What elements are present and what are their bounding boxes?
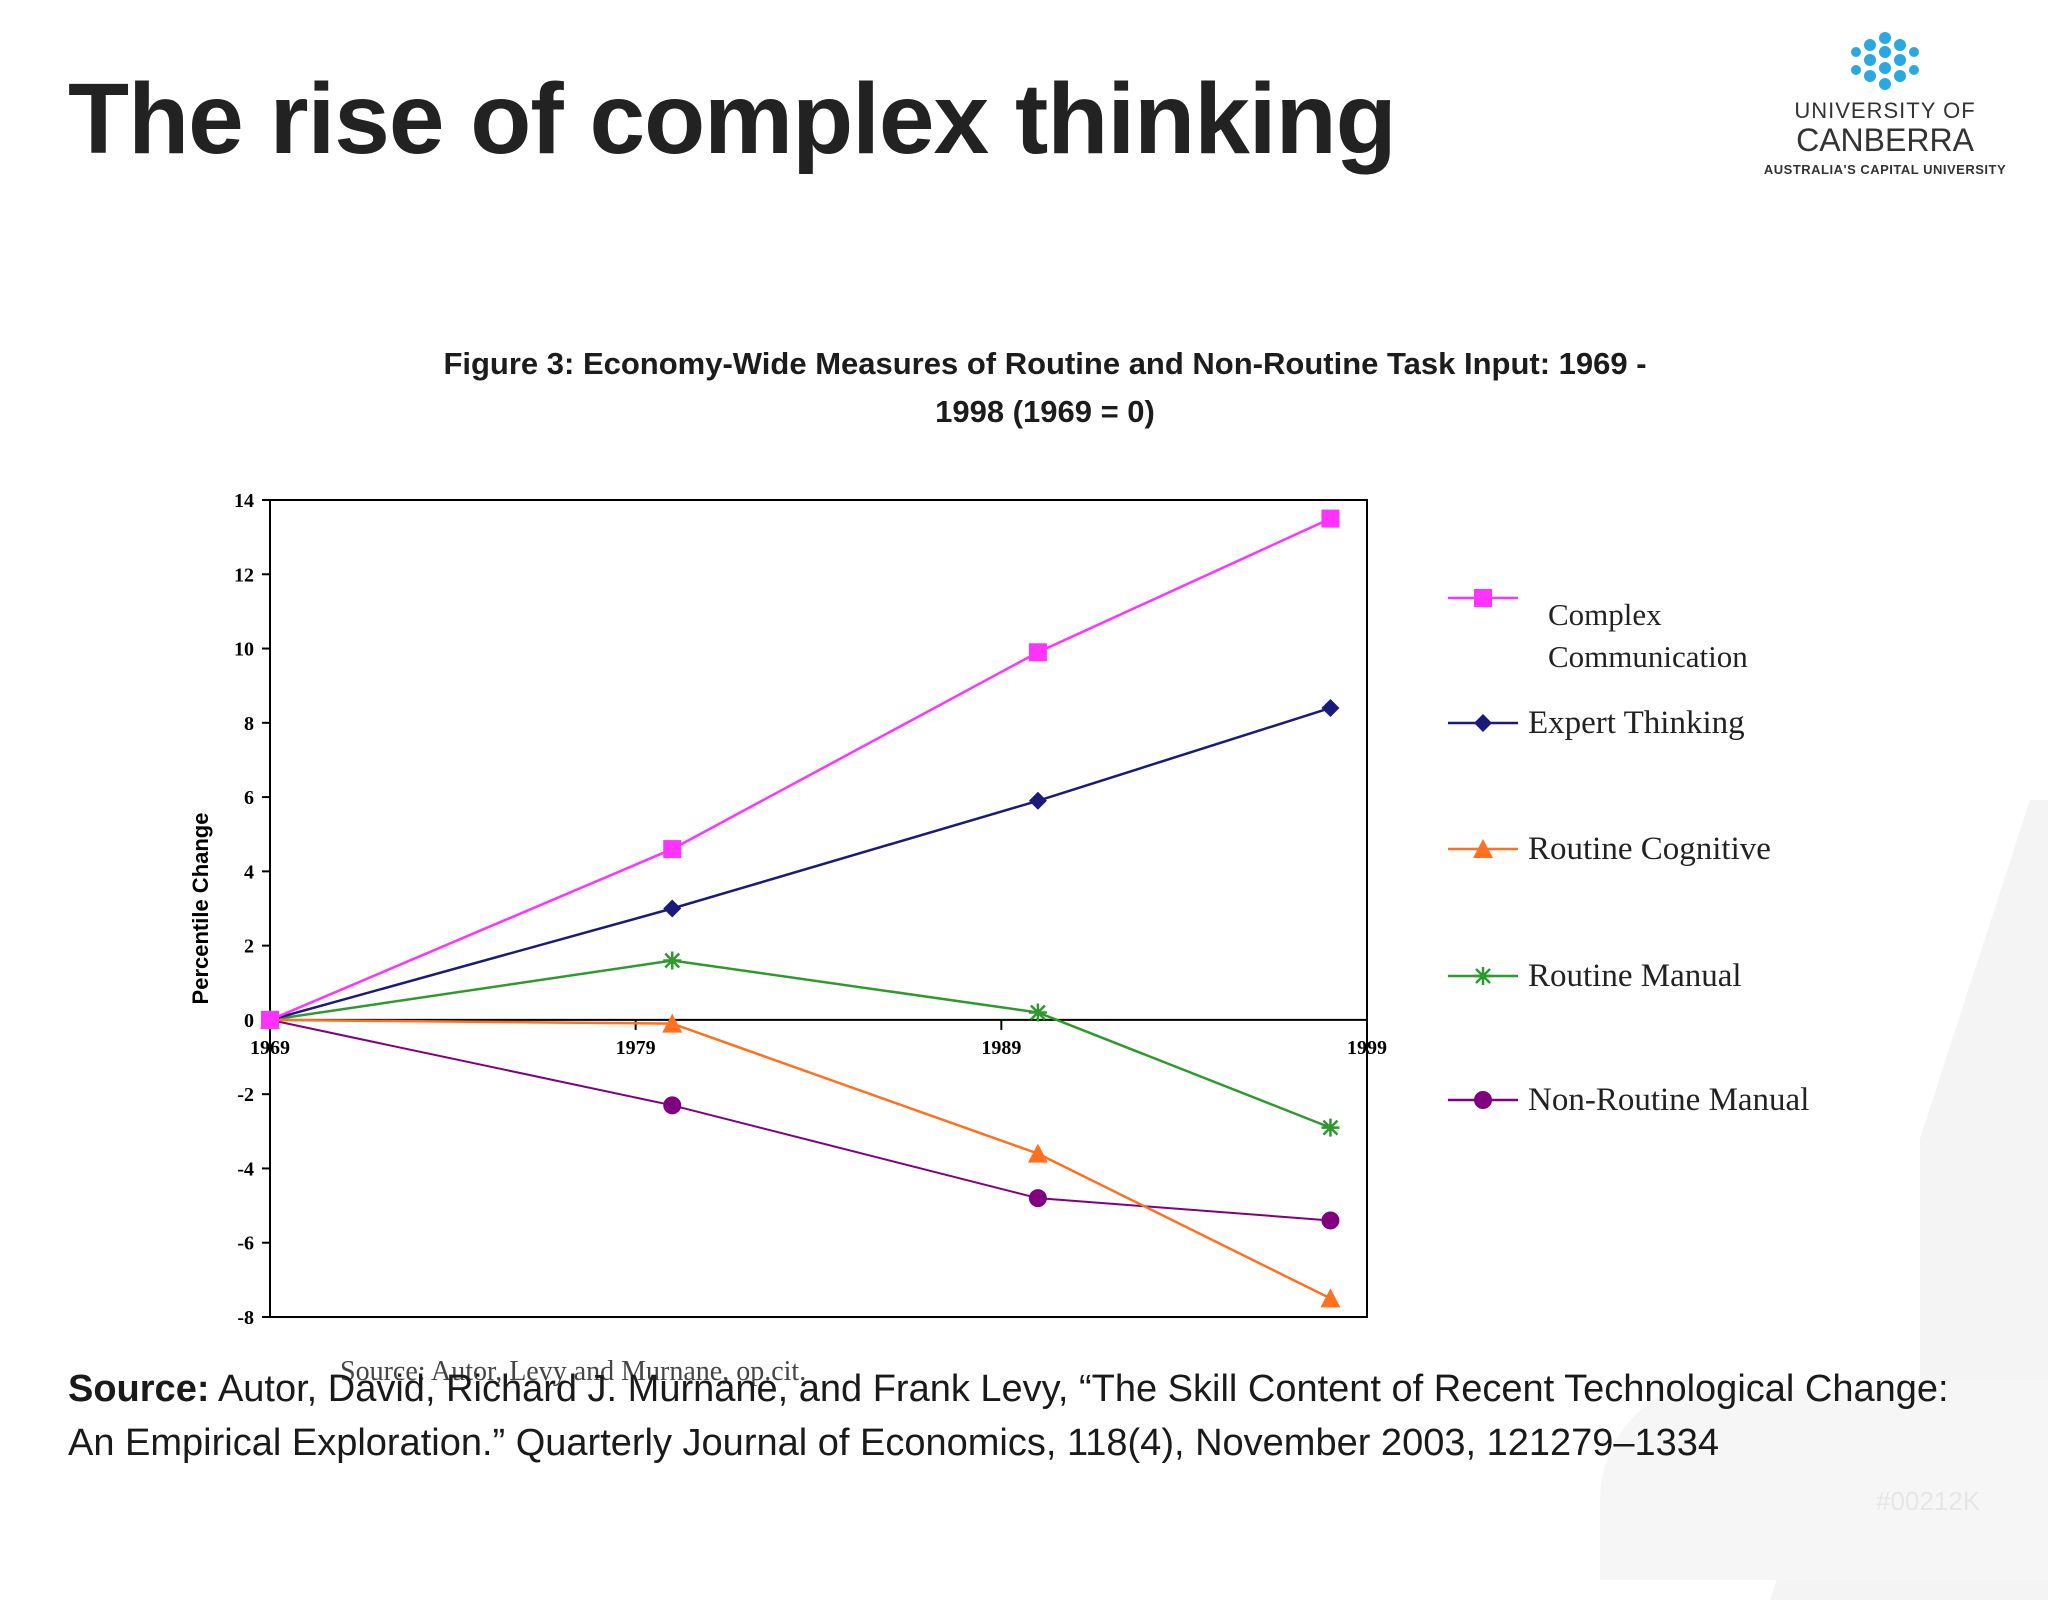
snowflake-logo-icon [1851, 32, 1919, 90]
data-point [1321, 698, 1340, 717]
plot-frame [269, 499, 1368, 1318]
data-point [1028, 1189, 1047, 1208]
chart-title: Figure 3: Economy-Wide Measures of Routi… [170, 340, 1920, 436]
series-line [269, 706, 1331, 1022]
legend-marker [1474, 967, 1492, 985]
y-tick-label: 2 [244, 936, 254, 958]
y-tick-label: 8 [244, 713, 254, 735]
legend-label: Routine Manual [1528, 958, 1742, 994]
legend-entry: Non-Routine Manual [1448, 1082, 1809, 1118]
legend-label-line: Complex [1548, 597, 1662, 632]
series-non-routine-manual [261, 1010, 1340, 1230]
y-axis-label: Percentile Change [188, 813, 213, 1005]
data-point [1320, 1288, 1341, 1308]
data-point [1027, 1143, 1048, 1163]
legend-label-line: Communication [1548, 639, 1748, 674]
legend-marker [1474, 1091, 1492, 1109]
data-point [1028, 1003, 1047, 1022]
series-line [269, 517, 1331, 1022]
data-point [1321, 1118, 1340, 1137]
data-point [1028, 643, 1047, 662]
series-line [269, 1018, 1331, 1300]
series-line [269, 959, 1331, 1129]
chart-title-line-1: Figure 3: Economy-Wide Measures of Routi… [443, 346, 1647, 381]
legend-entry: Expert Thinking [1448, 705, 1745, 741]
y-tick-label: 12 [234, 564, 254, 586]
y-tick-label: -4 [237, 1158, 254, 1180]
data-point [663, 1096, 682, 1115]
legend-marker [1474, 589, 1492, 607]
legend-label: Routine Cognitive [1528, 831, 1771, 867]
chart-figure: Figure 3: Economy-Wide Measures of Routi… [170, 340, 1920, 1390]
data-point [1321, 509, 1340, 528]
legend-marker [1473, 839, 1493, 858]
x-tick-label: 1999 [1347, 1037, 1387, 1059]
logo-line-university: UNIVERSITY OF [1794, 98, 1976, 123]
y-tick-label: 6 [244, 787, 254, 809]
series-line [269, 1018, 1331, 1222]
chart-title-line-2: 1998 (1969 = 0) [935, 394, 1155, 429]
watermark: #00212K [1876, 1486, 1981, 1516]
y-tick-label: -6 [237, 1233, 254, 1255]
source-label: Source: [68, 1368, 210, 1410]
y-tick-label: 10 [234, 639, 254, 661]
x-tick-label: 1969 [250, 1037, 290, 1059]
line-chart: 14 12 10 8 6 4 2 0 -2 -4 -6 -8 1969 1979 1989 1999 Perce… [188, 490, 1809, 1387]
legend-marker [1474, 714, 1492, 732]
logo-line-canberra: CANBERRA [1796, 122, 1974, 158]
x-tick-label: 1989 [981, 1037, 1021, 1059]
data-point [1028, 791, 1047, 810]
source-text: Autor, David, Richard J. Murnane, and Fr… [68, 1368, 1949, 1464]
data-point [1321, 1211, 1340, 1230]
y-tick-label: 14 [234, 490, 254, 512]
slide-title: The rise of complex thinking [68, 63, 1397, 175]
legend-label: Expert Thinking [1528, 705, 1745, 741]
series-complex-communication [261, 509, 1340, 1029]
legend-entry: Routine Cognitive [1448, 831, 1771, 867]
source-citation: Source: Autor, David, Richard J. Murnane… [68, 1362, 1968, 1470]
legend-entry: Routine Manual [1448, 958, 1742, 994]
y-tick-label: 4 [244, 861, 254, 883]
y-tick-label: -2 [237, 1084, 254, 1106]
legend-entry: Complex Communication [1448, 589, 1748, 674]
chart-source-note: Source: Autor, Levy and Murnane, op.cit. [340, 1356, 806, 1387]
legend-label: Non-Routine Manual [1528, 1082, 1809, 1118]
data-point [662, 1013, 683, 1033]
x-tick-label: 1979 [616, 1037, 656, 1059]
legend-label: Complex Communication [1548, 597, 1748, 674]
data-point [663, 899, 682, 918]
data-point [261, 1010, 279, 1029]
data-point [663, 840, 682, 859]
logo-tagline: AUSTRALIA'S CAPITAL UNIVERSITY [1763, 162, 2007, 177]
y-tick-label: -8 [237, 1307, 254, 1329]
y-tick-label: 0 [244, 1010, 254, 1032]
university-logo: UNIVERSITY OF CANBERRA AUSTRALIA'S CAPIT… [1740, 30, 2030, 200]
data-point [663, 951, 682, 970]
